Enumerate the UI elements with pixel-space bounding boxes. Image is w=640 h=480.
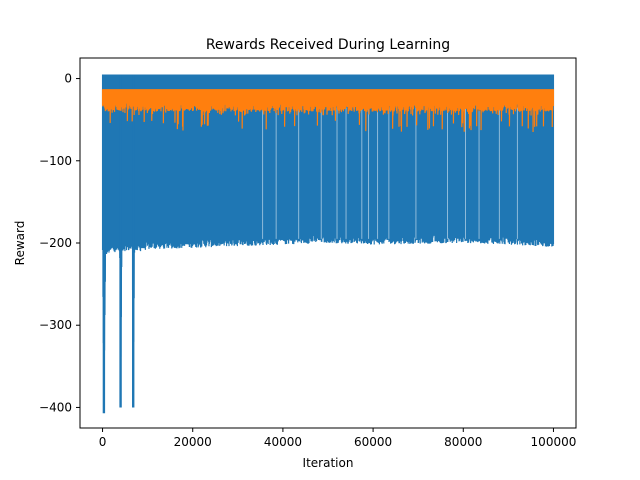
y-tick-label: −100 [39,154,72,168]
y-axis-label: Reward [13,221,27,266]
series-blue-line [101,74,555,400]
x-tick-label: 0 [99,435,107,449]
x-tick-label: 40000 [264,435,302,449]
y-tick-label: −300 [39,318,72,332]
x-axis-ticks: 0 20000 40000 60000 80000 100000 [99,428,577,449]
chart-title: Rewards Received During Learning [206,37,450,53]
plot-frame [79,57,577,429]
x-tick-label: 100000 [531,435,577,449]
x-tick-label: 80000 [444,435,482,449]
x-tick-label: 20000 [174,435,212,449]
y-tick-label: −200 [39,236,72,250]
y-axis-ticks: 0 −100 −200 −300 −400 [39,72,80,414]
y-tick-label: −400 [39,400,72,414]
x-axis-label: Iteration [303,456,354,470]
plot-area [101,74,555,414]
y-tick-label: 0 [64,72,72,86]
series-orange-band [102,89,554,101]
x-tick-label: 60000 [354,435,392,449]
